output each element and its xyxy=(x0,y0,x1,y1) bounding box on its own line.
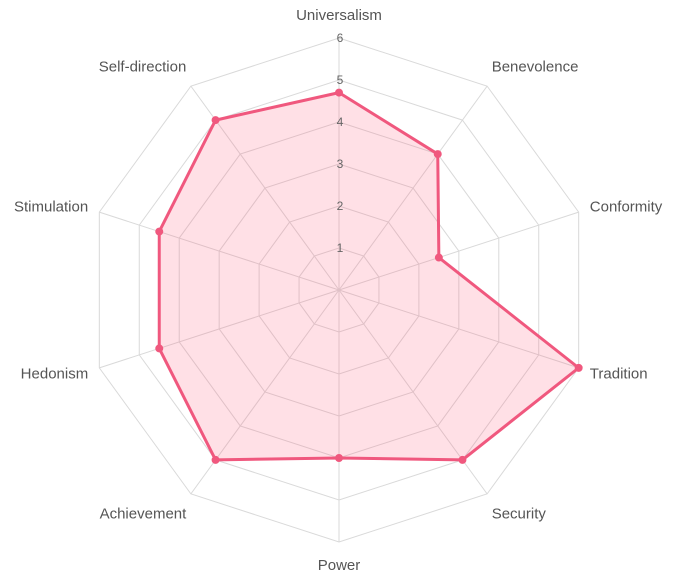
axis-spoke xyxy=(338,85,488,291)
axis-label: Achievement xyxy=(100,505,188,522)
data-point[interactable] xyxy=(155,344,164,353)
axis-spoke xyxy=(338,211,579,291)
tick-label: 3 xyxy=(337,157,344,171)
axis-label: Universalism xyxy=(296,7,382,24)
tick-label: 2 xyxy=(337,199,344,213)
axis-label: Conformity xyxy=(590,199,663,216)
series-layer xyxy=(157,91,581,462)
data-point[interactable] xyxy=(335,454,343,462)
tick-layer: 1 2 3 4 5 6 xyxy=(337,31,344,255)
axis-label: Hedonism xyxy=(21,365,89,382)
series-area xyxy=(157,91,581,462)
tick-label: 5 xyxy=(337,73,344,87)
axis-label: Self-direction xyxy=(99,59,187,76)
axis-label: Power xyxy=(318,557,361,574)
axis-label: Benevolence xyxy=(492,59,579,76)
tick-label: 1 xyxy=(337,241,344,255)
data-point[interactable] xyxy=(434,253,443,262)
data-point[interactable] xyxy=(433,150,442,159)
data-point[interactable] xyxy=(574,363,583,372)
axis-spoke xyxy=(99,211,340,291)
tick-label: 6 xyxy=(337,31,344,45)
data-point[interactable] xyxy=(458,455,467,464)
axis-label: Stimulation xyxy=(14,199,88,216)
data-point[interactable] xyxy=(335,88,343,97)
axis-label: Security xyxy=(492,505,547,522)
tick-label: 4 xyxy=(337,115,344,129)
data-point[interactable] xyxy=(155,227,164,236)
label-layer: Universalism Benevolence Conformity Traditi… xyxy=(14,7,663,574)
axis-spoke xyxy=(338,289,579,369)
point-layer xyxy=(155,88,583,464)
axis-spoke xyxy=(99,289,340,369)
axis-label: Tradition xyxy=(590,365,648,382)
data-point[interactable] xyxy=(211,116,220,125)
data-point[interactable] xyxy=(211,455,220,464)
